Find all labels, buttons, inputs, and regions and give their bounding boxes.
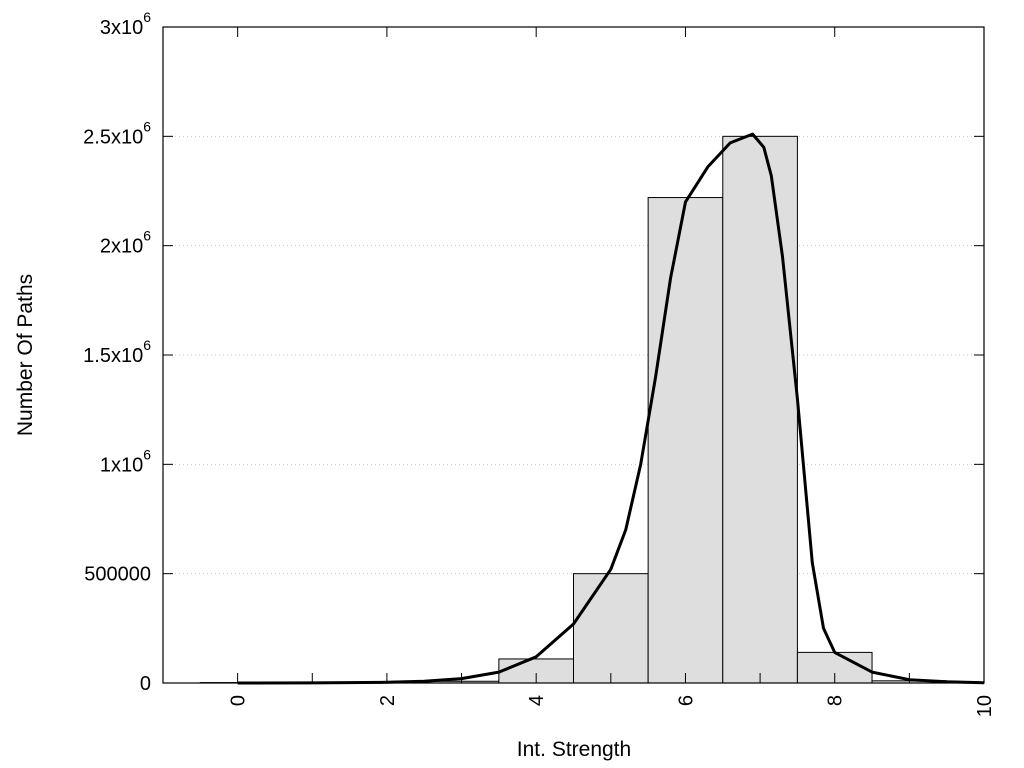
y-axis-title: Number Of Paths — [14, 274, 37, 436]
y-tick-label: 0 — [140, 673, 151, 695]
histogram-bar — [573, 573, 649, 684]
fit-curve-line — [237, 132, 985, 685]
gridlines — [163, 135, 984, 575]
x-tick-label: 8 — [825, 695, 847, 706]
x-tick-label: 0 — [228, 695, 250, 706]
x-tick-label: 4 — [526, 695, 548, 706]
x-axis-title: Int. Strength — [517, 738, 631, 761]
x-tick-label: 6 — [675, 695, 697, 706]
axis-ticks: 0 500000 1x106 1.5x106 2x106 2.5x106 3x106 0 2 4 6… — [83, 9, 996, 717]
x-tick-label: 10 — [974, 695, 996, 717]
y-tick-label: 500000 — [84, 564, 151, 586]
y-tick-label: 2.5x106 — [83, 118, 151, 148]
x-tick-label: 2 — [377, 695, 399, 706]
fit-curve — [237, 132, 985, 685]
histogram-bar — [722, 135, 798, 684]
y-tick-label: 1x106 — [100, 446, 151, 476]
y-tick-label: 2x106 — [100, 228, 151, 258]
histogram-bar — [647, 197, 724, 684]
y-tick-label: 3x106 — [100, 9, 151, 39]
bars — [199, 135, 948, 684]
y-tick-label: 1.5x106 — [83, 337, 151, 367]
